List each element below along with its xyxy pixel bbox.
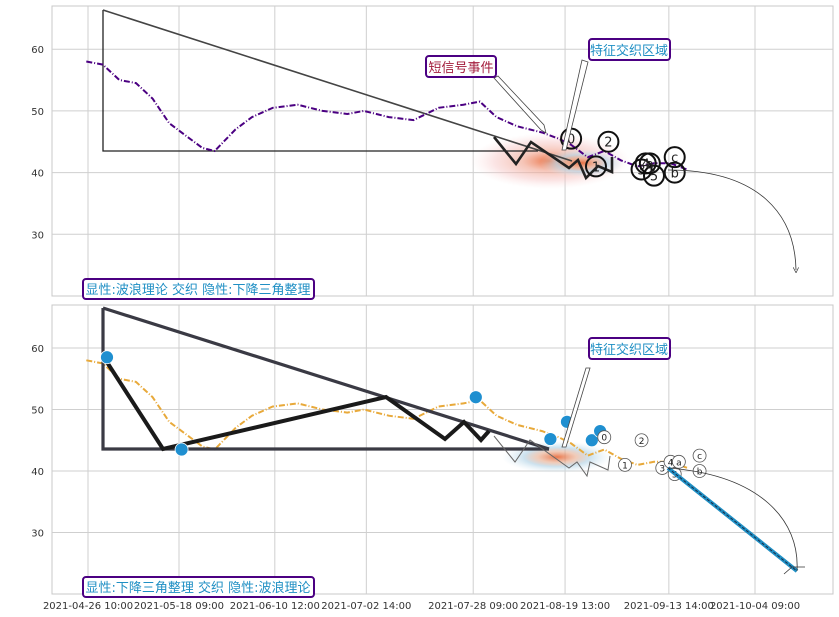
short-signal-box [425,55,497,78]
x-tick-label: 2021-05-18 09:00 [134,601,224,612]
y-tick-label: 60 [31,344,44,355]
x-tick-label: 2021-08-19 13:00 [520,601,610,612]
wave-point-label: 3 [637,164,645,179]
zigzag-pivot-dot [174,442,189,457]
y-tick-label: 30 [31,230,44,241]
bottom-caption-box [82,576,315,598]
y-tick-label: 60 [31,45,44,56]
wave-point-label: c [697,452,702,462]
top-feature-zone-label: 特征交织区域 [590,43,668,59]
top-forecast-curve [667,169,796,270]
zigzag-pivot-dot [468,390,483,405]
bottom-price-series [86,359,688,469]
top-wave-path [492,136,614,181]
wave-point-label: 1 [622,461,628,471]
wave-point-marker [663,146,686,169]
bottom-feature-zone-box [588,337,671,360]
bottom-y-ticks: 30 40 50 60 [31,344,44,539]
bottom-forecast-line-inner [667,467,798,572]
bottom-zigzag [101,354,491,452]
top-caption: 显性:波浪理论 交织 隐性:下降三角整理 [85,282,310,298]
wave-point-label: a [676,458,682,468]
wave-point-label: 0 [601,434,607,444]
x-tick-label: 2021-04-26 10:00 [43,601,133,612]
wave-point-label: 5 [650,170,658,185]
wave-point-marker [663,161,686,184]
zigzag-pivot-dot [543,432,558,446]
short-signal-arrow [493,75,547,134]
wave-point-marker [671,454,686,469]
bottom-feature-zone-arrow [561,367,591,448]
top-grid [52,6,833,296]
top-zone-blue [540,149,624,177]
wave-point-label: 2 [604,136,612,151]
wave-point-marker [642,164,665,187]
x-tick-label: 2021-09-13 14:00 [624,601,714,612]
top-feature-zone-box [588,38,671,61]
wave-point-marker [597,430,612,445]
top-price-series [86,60,688,171]
wave-point-label: a [646,157,654,172]
top-caption-box [82,278,315,300]
zigzag-pivot-dot [100,350,114,365]
bottom-caption: 显性:下降三角整理 交织 隐性:波浪理论 [85,580,310,596]
wave-point-label: 1 [592,160,600,175]
wave-point-marker [634,433,649,448]
short-signal-label: 短信号事件 [428,61,493,76]
x-tick-label: 2021-07-02 14:00 [321,601,411,612]
wave-point-label: 2 [639,437,645,447]
top-feature-zone-arrow [561,59,589,151]
y-tick-label: 40 [31,169,44,180]
y-tick-label: 50 [31,107,44,118]
bottom-forecast-end-marker [783,566,805,575]
bottom-forecast-curve [667,467,798,572]
bottom-wave-path [493,435,611,478]
wave-point-label: 0 [567,133,575,148]
bottom-feature-zone-label: 特征交织区域 [590,342,668,358]
wave-point-marker [597,130,620,153]
bottom-triangle-top-line [102,306,550,451]
top-triangle-top-line [102,9,573,162]
x-tick-label: 2021-10-04 09:00 [710,601,800,612]
x-axis-ticks: 2021-04-26 10:00 2021-05-18 09:00 2021-06-… [43,601,800,612]
x-tick-label: 2021-07-28 09:00 [428,601,518,612]
wave-point-label: 4 [642,157,650,172]
wave-point-label: c [671,151,678,166]
wave-point-marker [692,448,707,463]
y-tick-label: 30 [31,529,44,540]
wave-point-label: 3 [659,464,665,474]
wave-point-marker [618,457,632,472]
x-tick-label: 2021-06-10 12:00 [230,601,320,612]
wave-point-label: b [671,167,679,182]
wave-point-marker [584,155,607,178]
top-triangle [102,10,538,152]
y-tick-label: 40 [31,467,44,478]
top-y-ticks: 30 40 50 60 [31,45,44,241]
wave-point-label: 4 [668,458,674,468]
wave-point-marker [638,152,661,175]
y-tick-label: 50 [31,406,44,417]
